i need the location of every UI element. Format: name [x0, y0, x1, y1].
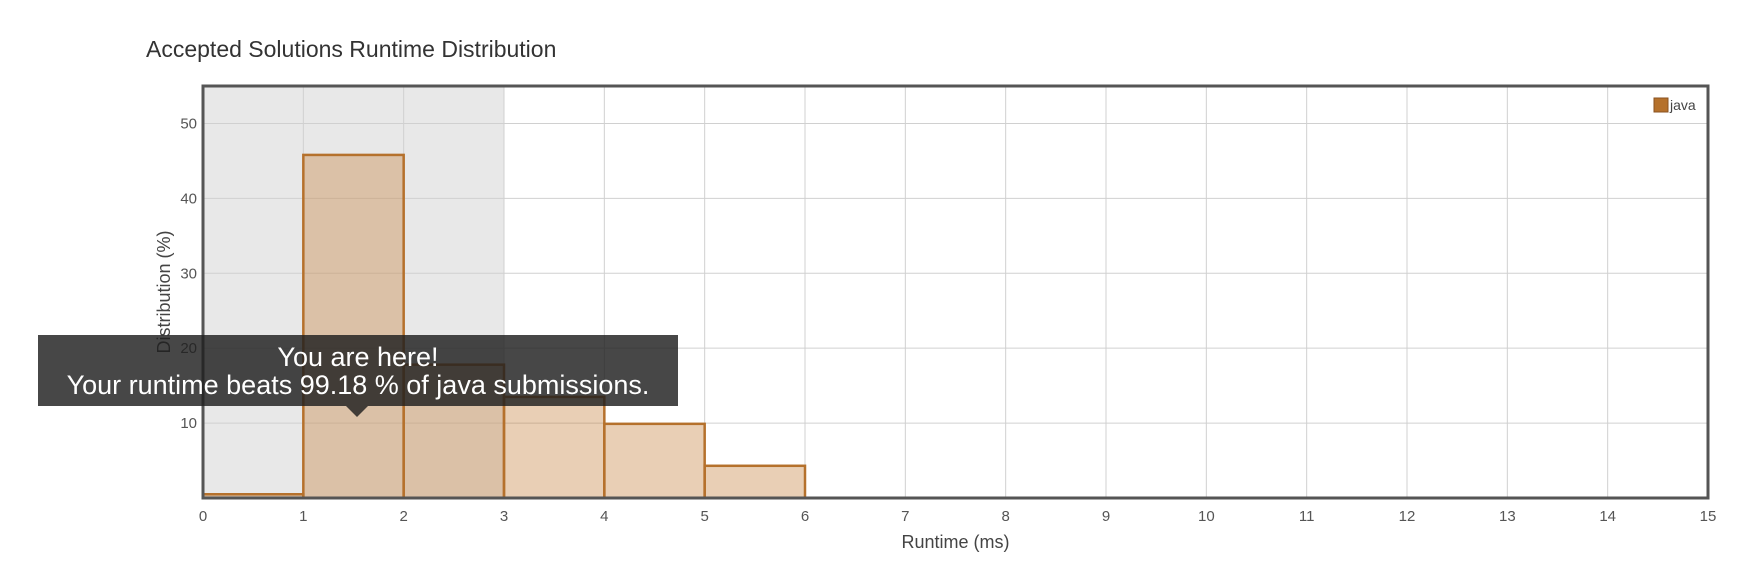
x-tick-label: 4	[600, 508, 608, 525]
plot-frame	[201, 84, 1710, 500]
y-tick-label: 50	[180, 115, 197, 132]
x-tick-label: 6	[801, 508, 809, 525]
y-tick-label: 10	[180, 415, 197, 432]
x-tick-label: 9	[1102, 508, 1110, 525]
histogram-bar[interactable]	[603, 422, 706, 500]
tooltip-line2: Your runtime beats 99.18 % of java submi…	[66, 370, 650, 400]
histogram-bar[interactable]	[502, 395, 606, 500]
x-tick-label: 12	[1399, 508, 1416, 525]
y-tick-label: 30	[180, 265, 197, 282]
x-tick-label: 10	[1198, 508, 1215, 525]
x-tick-label: 0	[199, 508, 207, 525]
legend-label-java: java	[1669, 97, 1696, 113]
x-tick-label: 13	[1499, 508, 1516, 525]
x-tick-label: 1	[299, 508, 307, 525]
legend-swatch-java	[1653, 97, 1669, 113]
x-tick-label: 15	[1700, 508, 1717, 525]
histogram-bar[interactable]	[302, 153, 405, 500]
chart-title: Accepted Solutions Runtime Distribution	[146, 36, 557, 62]
x-tick-label: 3	[500, 508, 508, 525]
x-tick-label: 11	[1299, 508, 1315, 525]
x-tick-label: 7	[901, 508, 909, 525]
x-tick-label: 14	[1599, 508, 1616, 525]
y-axis-label: Distribution (%)	[154, 230, 174, 353]
y-tick-label: 40	[180, 190, 197, 207]
x-axis-label: Runtime (ms)	[901, 532, 1009, 552]
x-tick-label: 5	[700, 508, 708, 525]
histogram-bar[interactable]	[703, 464, 807, 500]
tooltip-arrow	[346, 406, 368, 417]
legend[interactable]: java	[1653, 97, 1696, 113]
x-tick-label: 8	[1001, 508, 1009, 525]
x-tick-label: 2	[399, 508, 407, 525]
runtime-tooltip: You are here! Your runtime beats 99.18 %…	[38, 335, 678, 406]
tooltip-line1: You are here!	[277, 342, 439, 372]
